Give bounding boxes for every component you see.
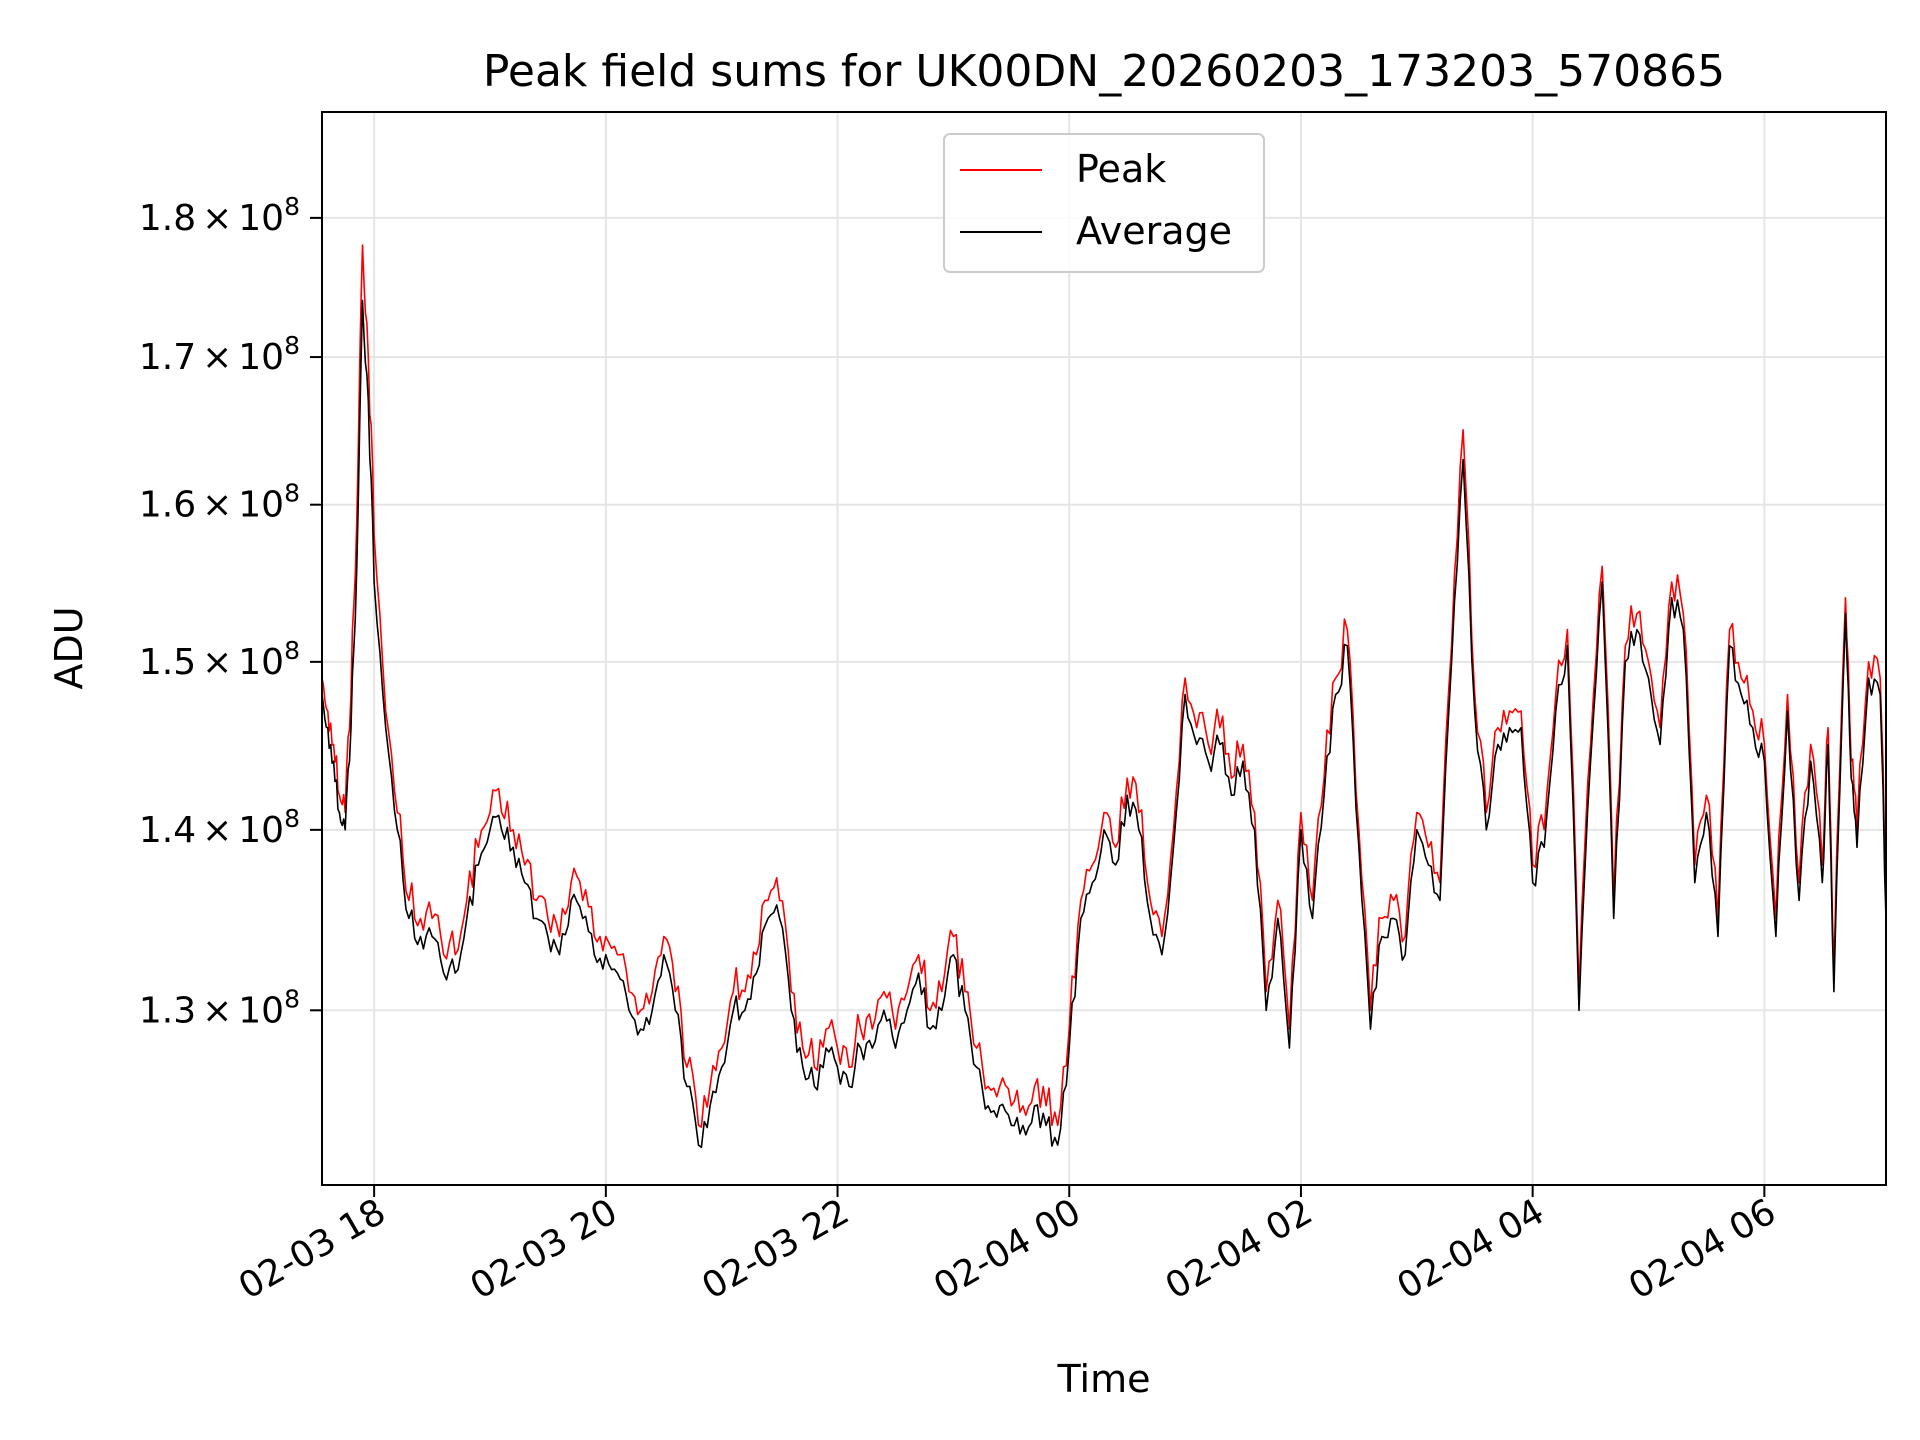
legend-label-average: Average (1076, 209, 1232, 253)
y-axis-label: ADU (47, 606, 91, 689)
y-tick-times: × (202, 198, 232, 239)
y-tick-mantissa: 1.5 (139, 642, 196, 683)
y-tick-label: 1.4 × 108 (139, 804, 300, 851)
x-tick-label: 02-04 02 (1159, 1191, 1320, 1307)
y-tick-base: 10 (238, 990, 284, 1031)
y-tick-times: × (202, 485, 232, 526)
chart-title: Peak field sums for UK00DN_20260203_1732… (483, 46, 1725, 97)
y-tick-base: 10 (238, 810, 284, 851)
y-tick-label: 1.8 × 108 (139, 192, 300, 239)
y-tick-mantissa: 1.7 (139, 337, 196, 378)
y-tick-mantissa: 1.4 (139, 810, 196, 851)
x-tick-label: 02-03 22 (695, 1191, 856, 1307)
y-tick-mantissa: 1.8 (139, 198, 196, 239)
y-tick-mantissa: 1.3 (139, 990, 196, 1031)
y-tick-exponent: 8 (284, 479, 300, 508)
y-tick-exponent: 8 (284, 192, 300, 221)
y-tick-times: × (202, 642, 232, 683)
x-axis-label: Time (1057, 1357, 1151, 1401)
x-tick-label: 02-04 00 (927, 1191, 1088, 1307)
y-tick-mantissa: 1.6 (139, 485, 196, 526)
plot-frame (321, 111, 1887, 1186)
y-tick-base: 10 (238, 642, 284, 683)
series-line-average (322, 299, 1886, 1149)
y-tick-times: × (202, 337, 232, 378)
legend-box (943, 133, 1265, 273)
data-series (322, 244, 1886, 1149)
y-tick-exponent: 8 (284, 804, 300, 833)
series-line-peak (322, 244, 1886, 1128)
x-tick-label: 02-04 04 (1390, 1191, 1551, 1307)
x-tick-label: 02-04 06 (1622, 1191, 1783, 1307)
y-tick-exponent: 8 (284, 331, 300, 360)
y-tick-exponent: 8 (284, 984, 300, 1013)
x-axis-ticks: 02-03 18 02-03 20 02-03 22 02-04 00 02-04 02… (232, 1185, 1783, 1308)
y-tick-base: 10 (238, 485, 284, 526)
y-tick-times: × (202, 810, 232, 851)
y-tick-label: 1.6 × 108 (139, 479, 300, 526)
y-tick-times: × (202, 990, 232, 1031)
y-tick-exponent: 8 (284, 636, 300, 665)
y-tick-base: 10 (238, 198, 284, 239)
y-tick-label: 1.7 × 108 (139, 331, 300, 378)
legend-label-peak: Peak (1076, 147, 1166, 191)
y-tick-label: 1.3 × 108 (139, 984, 300, 1031)
y-tick-base: 10 (238, 337, 284, 378)
x-tick-label: 02-03 18 (232, 1191, 393, 1307)
y-tick-label: 1.5 × 108 (139, 636, 300, 683)
x-tick-label: 02-03 20 (464, 1191, 625, 1307)
legend: Peak Average (943, 133, 1265, 273)
